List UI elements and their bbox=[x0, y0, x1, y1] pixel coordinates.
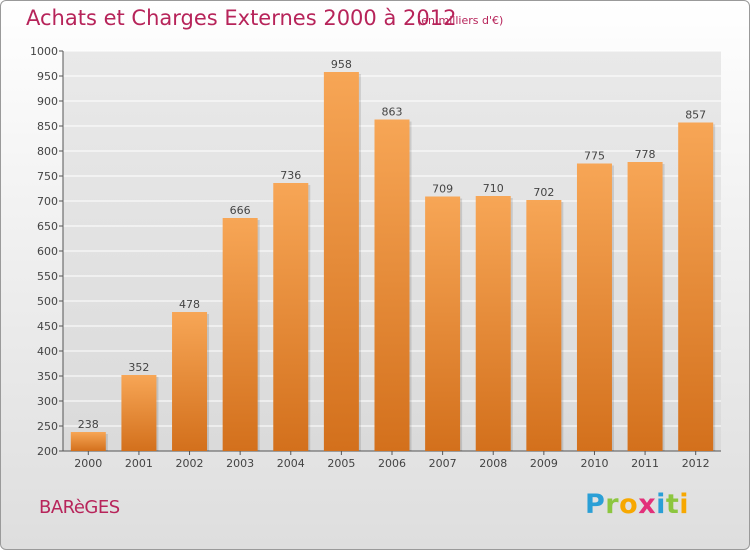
data-labels: 238 352 478 666 736 958 863 709 710 702 775 778 857 bbox=[78, 58, 706, 431]
data-label: 352 bbox=[128, 361, 149, 374]
bar bbox=[374, 119, 410, 451]
y-tick-label: 400 bbox=[37, 345, 58, 358]
data-label: 958 bbox=[331, 58, 352, 71]
data-label: 775 bbox=[584, 150, 605, 163]
x-tick-label: 2004 bbox=[277, 457, 305, 470]
y-tick-label: 550 bbox=[37, 270, 58, 283]
logo-letter: x bbox=[638, 489, 657, 520]
bar bbox=[627, 162, 663, 451]
bar bbox=[323, 72, 359, 451]
bars bbox=[70, 72, 716, 451]
y-tick-label: 850 bbox=[37, 120, 58, 133]
bar bbox=[121, 375, 157, 451]
y-tick-label: 200 bbox=[37, 445, 58, 458]
x-tick-label: 2011 bbox=[631, 457, 659, 470]
x-tick-label: 2001 bbox=[125, 457, 153, 470]
x-tick-label: 2002 bbox=[176, 457, 204, 470]
x-tick-label: 2005 bbox=[327, 457, 355, 470]
axes: 200 250 300 350 400 450 500 550 600 650 700 750 800 8… bbox=[30, 45, 721, 470]
bar bbox=[172, 312, 208, 451]
y-tick-label: 1000 bbox=[30, 45, 58, 58]
y-tick-label: 350 bbox=[37, 370, 58, 383]
y-tick-label: 450 bbox=[37, 320, 58, 333]
x-tick-label: 2007 bbox=[429, 457, 457, 470]
bar bbox=[222, 218, 258, 451]
data-label: 709 bbox=[432, 183, 453, 196]
y-tick-label: 300 bbox=[37, 395, 58, 408]
x-tick-label: 2008 bbox=[479, 457, 507, 470]
proxiti-logo[interactable]: Proxiti bbox=[585, 489, 689, 520]
y-tick-label: 500 bbox=[37, 295, 58, 308]
logo-letter: r bbox=[605, 489, 620, 520]
y-tick-label: 950 bbox=[37, 70, 58, 83]
data-label: 238 bbox=[78, 418, 99, 431]
chart-title: Achats et Charges Externes 2000 à 2012 bbox=[26, 6, 457, 30]
logo-letter: t bbox=[665, 489, 680, 520]
logo-letter: i bbox=[656, 489, 666, 520]
x-tick-label: 2009 bbox=[530, 457, 558, 470]
bar bbox=[576, 163, 612, 451]
data-label: 710 bbox=[483, 182, 504, 195]
y-tick-label: 650 bbox=[37, 220, 58, 233]
y-tick-label: 900 bbox=[37, 95, 58, 108]
x-tick-label: 2012 bbox=[682, 457, 710, 470]
y-tick-label: 750 bbox=[37, 170, 58, 183]
x-tick-label: 2003 bbox=[226, 457, 254, 470]
town-name: BARèGES bbox=[39, 497, 120, 518]
data-label: 778 bbox=[635, 148, 656, 161]
data-label: 478 bbox=[179, 298, 200, 311]
logo-letter: i bbox=[679, 489, 690, 520]
data-label: 702 bbox=[533, 186, 554, 199]
y-tick-label: 800 bbox=[37, 145, 58, 158]
data-label: 736 bbox=[280, 169, 301, 182]
logo-letter: o bbox=[619, 489, 639, 520]
x-tick-label: 2010 bbox=[580, 457, 608, 470]
data-label: 857 bbox=[685, 109, 706, 122]
logo-letter: P bbox=[585, 489, 606, 520]
bar bbox=[526, 200, 562, 451]
bar bbox=[425, 196, 461, 451]
data-label: 666 bbox=[230, 204, 251, 217]
bar bbox=[475, 196, 511, 451]
y-tick-label: 600 bbox=[37, 245, 58, 258]
chart-subtitle: (en milliers d'€) bbox=[417, 14, 504, 27]
bar bbox=[678, 122, 714, 451]
x-tick-label: 2000 bbox=[74, 457, 102, 470]
data-label: 863 bbox=[382, 106, 403, 119]
bar bbox=[70, 432, 106, 451]
bar bbox=[273, 183, 309, 451]
y-tick-label: 250 bbox=[37, 420, 58, 433]
x-tick-label: 2006 bbox=[378, 457, 406, 470]
y-tick-label: 700 bbox=[37, 195, 58, 208]
